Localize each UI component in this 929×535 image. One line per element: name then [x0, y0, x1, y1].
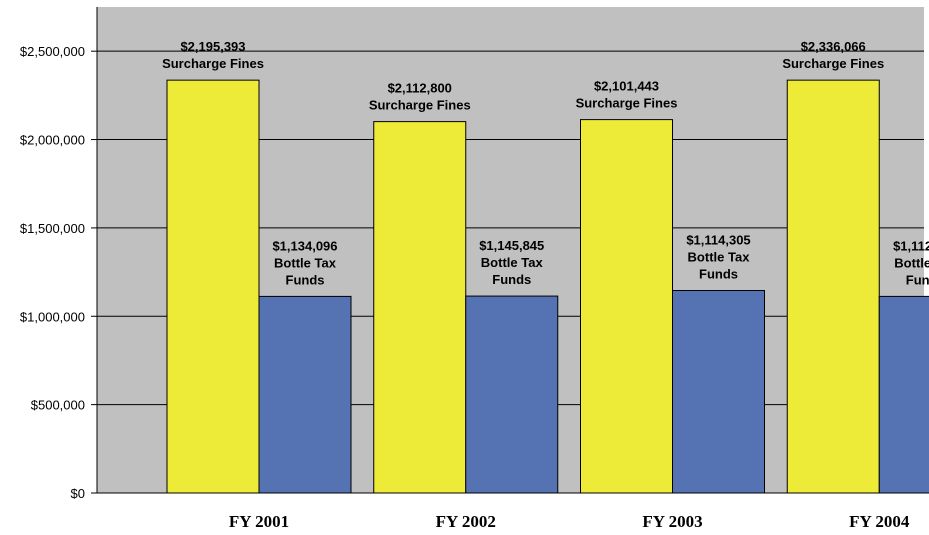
data-label: $1,114,305 — [686, 232, 750, 247]
x-category-label: FY 2002 — [436, 512, 496, 531]
data-label: $2,101,443 — [594, 79, 659, 94]
y-tick-label: $1,000,000 — [20, 309, 85, 324]
data-label: $2,112,800 — [388, 81, 452, 96]
bar — [672, 289, 765, 494]
bar — [258, 295, 352, 494]
x-category-label: FY 2001 — [229, 512, 289, 531]
data-label: $2,336,066 — [801, 39, 866, 54]
y-tick-label: $2,500,000 — [20, 44, 85, 59]
data-label: $2,195,393 — [180, 39, 245, 54]
x-category-label: FY 2003 — [642, 512, 702, 531]
data-label: Funds — [286, 272, 325, 287]
data-label: Surcharge Fines — [782, 56, 884, 71]
bar — [465, 295, 559, 494]
data-label: $1,134,096 — [272, 238, 337, 253]
bar — [878, 295, 929, 494]
y-tick-label: $2,000,000 — [20, 133, 85, 148]
x-category-label: FY 2004 — [849, 512, 910, 531]
bar — [373, 121, 467, 494]
bar — [166, 79, 260, 494]
data-label: $1,112,465 — [893, 238, 929, 253]
bar — [786, 79, 880, 494]
data-label: Bottle Tax — [688, 249, 751, 264]
data-label: Funds — [492, 272, 531, 287]
data-label: $1,145,845 — [479, 238, 544, 253]
y-tick-label: $0 — [71, 486, 85, 501]
data-label: Funds — [906, 272, 929, 287]
data-label: Bottle Tax — [274, 255, 337, 270]
data-label: Surcharge Fines — [369, 98, 471, 113]
y-tick-label: $1,500,000 — [20, 221, 85, 236]
data-label: Bottle Tax — [894, 255, 929, 270]
data-label: Funds — [699, 266, 738, 281]
y-tick-label: $500,000 — [31, 398, 85, 413]
data-label: Bottle Tax — [481, 255, 544, 270]
data-label: Surcharge Fines — [576, 96, 678, 111]
bar — [580, 119, 673, 494]
data-label: Surcharge Fines — [162, 56, 264, 71]
